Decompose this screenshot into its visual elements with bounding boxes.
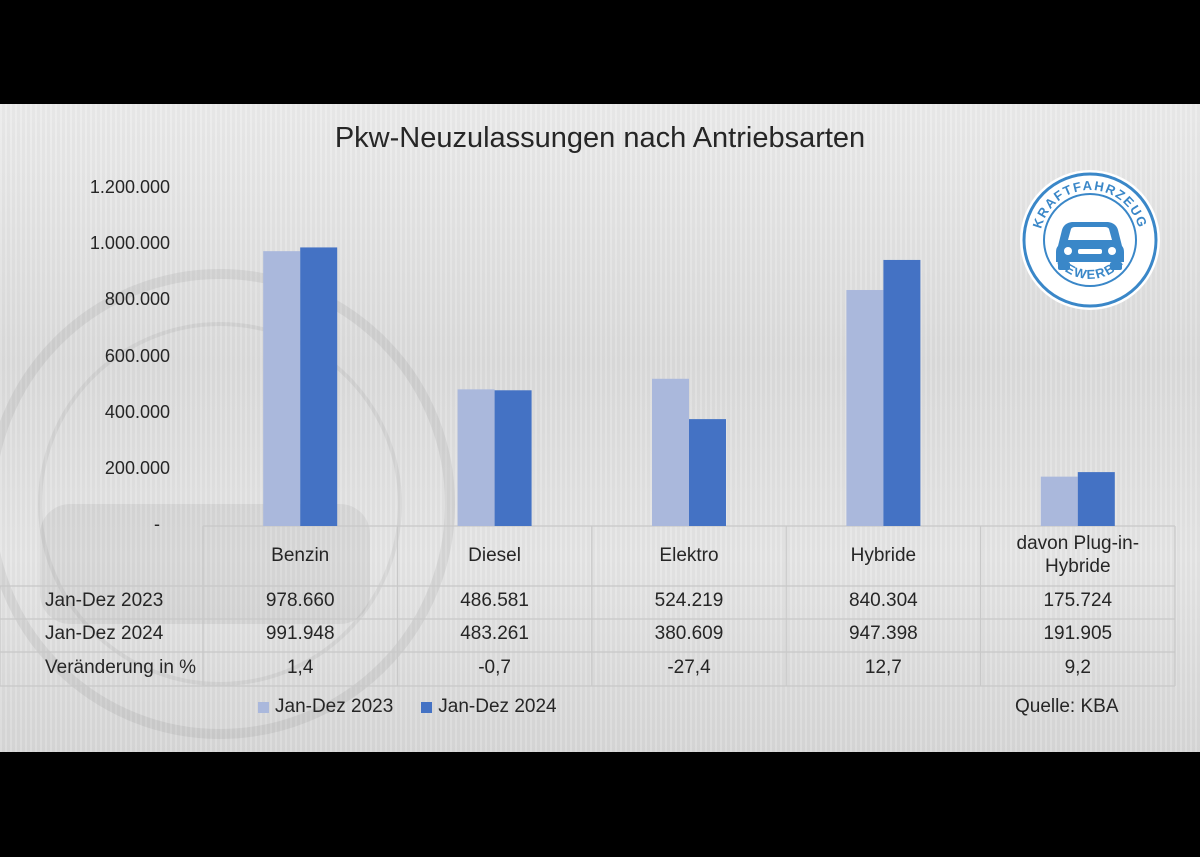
table-cell: 991.948 (265, 623, 335, 644)
bar-2024-1 (494, 390, 532, 526)
y-tick-label: 400.000 (104, 401, 170, 422)
y-tick-label: 1.200.000 (89, 177, 170, 197)
table-cell: 978.660 (265, 590, 335, 611)
legend-label-2024: Jan-Dez 2024 (438, 696, 557, 717)
category-label: Elektro (592, 544, 786, 567)
chart-plot (0, 247, 1176, 687)
category-label: Hybride (786, 544, 980, 567)
y-tick-label: 1.000.000 (89, 233, 170, 254)
chart-legend: Jan-Dez 2023 Jan-Dez 2024 (258, 696, 557, 718)
category-label-line: Benzin (271, 545, 330, 566)
bar-2023-0 (263, 251, 301, 526)
table-cell: 840.304 (849, 590, 918, 611)
legend-swatch-2023 (258, 701, 269, 713)
y-tick-label: - (154, 514, 160, 534)
table-cell: 1,4 (286, 657, 314, 678)
chart-title: Pkw-Neuzulassungen nach Antriebsarten (334, 122, 866, 154)
bar-2023-4 (1040, 476, 1078, 526)
table-cell: -27,4 (667, 657, 711, 678)
category-label: Benzin (203, 544, 397, 567)
legend-label-2023: Jan-Dez 2023 (275, 696, 394, 717)
category-label-line: Diesel (468, 545, 521, 566)
legend-item-2024: Jan-Dez 2024 (421, 696, 557, 718)
category-label-line: davon Plug-in- (1016, 533, 1140, 554)
bar-2023-3 (846, 290, 884, 526)
y-tick-label: 600.000 (104, 345, 170, 366)
category-label: Diesel (397, 544, 591, 567)
kraftfahrzeug-gewerbe-logo: KRAFTFAHRZEUG GEWERBE (1020, 170, 1160, 310)
bar-2024-3 (883, 259, 921, 526)
car-icon (1056, 222, 1124, 270)
bar-2023-1 (457, 389, 495, 526)
chart-panel: Pkw-Neuzulassungen nach Antriebsarten -2… (0, 104, 1200, 752)
table-cell: 947.398 (849, 623, 918, 644)
source-note: Quelle: KBA (1015, 696, 1119, 717)
table-row-label: Jan-Dez 2024 (45, 623, 164, 644)
bar-2023-2 (652, 378, 689, 526)
category-label: davon Plug-in- Hybride (981, 532, 1175, 578)
bar-2024-0 (300, 247, 338, 527)
category-label-line: Hybride (1045, 556, 1111, 577)
legend-item-2023: Jan-Dez 2023 (258, 696, 393, 718)
table-cell: 524.219 (654, 590, 724, 611)
bar-2024-4 (1077, 472, 1115, 526)
table-cell: 12,7 (864, 657, 902, 678)
category-label-line: Hybride (850, 545, 917, 566)
bar-2024-2 (689, 419, 726, 526)
table-row-label: Veränderung in % (45, 657, 197, 678)
table-cell: -0,7 (478, 657, 511, 678)
table-row-label: Jan-Dez 2023 (45, 590, 164, 611)
table-cell: 483.261 (460, 623, 529, 644)
category-label-line: Elektro (659, 545, 719, 566)
legend-swatch-2024 (421, 701, 433, 713)
table-cell: 486.581 (460, 590, 529, 611)
y-tick-label: 200.000 (104, 457, 170, 478)
table-cell: 191.905 (1043, 623, 1113, 644)
table-cell: 175.724 (1043, 590, 1113, 611)
y-tick-label: 800.000 (104, 289, 170, 310)
table-cell: 380.609 (654, 623, 724, 644)
watermark-logo (0, 269, 455, 739)
table-cell: 9,2 (1064, 657, 1091, 678)
